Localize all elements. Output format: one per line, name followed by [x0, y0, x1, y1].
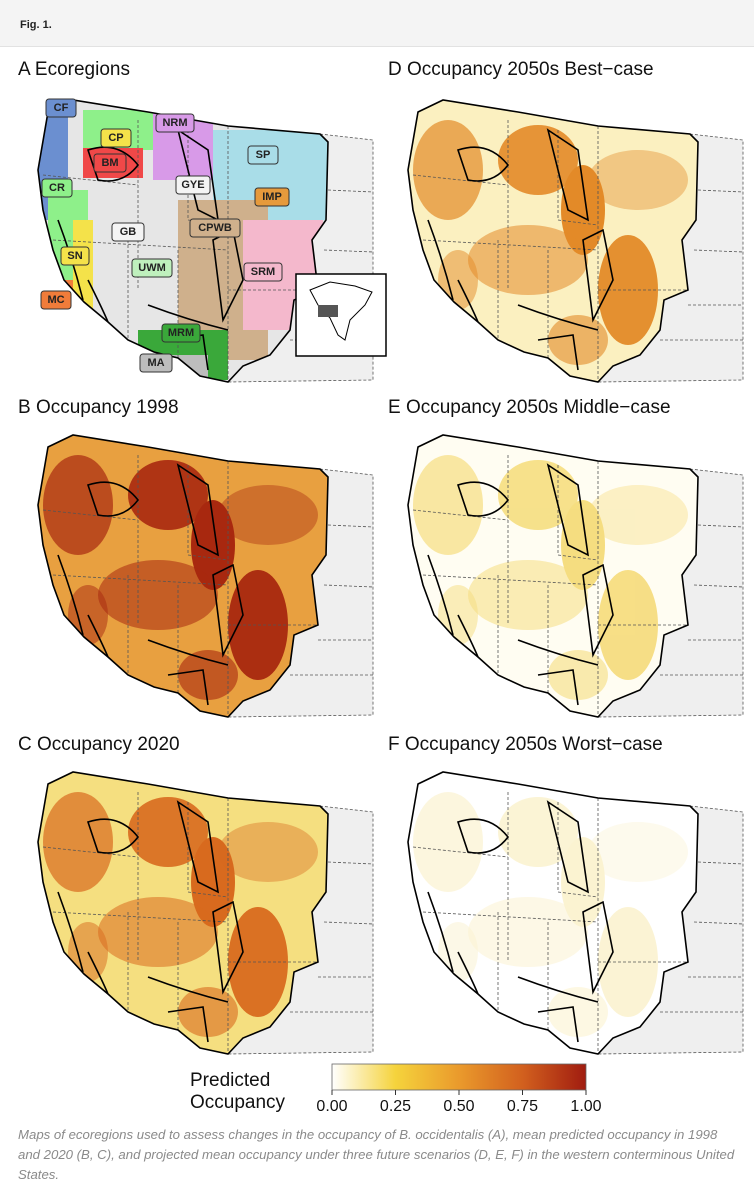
ecoregion-text: CP	[108, 132, 123, 144]
caption: Maps of ecoregions used to assess change…	[18, 1127, 735, 1182]
panel-title: F Occupancy 2050s Worst−case	[388, 734, 663, 755]
panel-title: A Ecoregions	[18, 59, 130, 80]
panel-title: D Occupancy 2050s Best−case	[388, 59, 654, 80]
ecoregion-text: GB	[120, 226, 137, 238]
colorbar-tick-label: 0.25	[380, 1098, 411, 1115]
ecoregion-labels: CF CP NRM BM SP GYE IMP CR GB CPWB SN UW…	[40, 98, 290, 373]
ecoregion-text: NRM	[162, 117, 187, 129]
ecoregion-text: GYE	[181, 179, 204, 191]
ecoregion-label: CR	[41, 178, 73, 198]
panel-title: C Occupancy 2020	[18, 734, 180, 755]
map	[408, 100, 744, 382]
ecoregion-label: CF	[45, 98, 77, 118]
legend-title: Occupancy	[190, 1092, 286, 1113]
ecoregion-label: GB	[111, 222, 145, 242]
ecoregion-text: SRM	[251, 266, 275, 278]
legend-title: Predicted	[190, 1070, 270, 1091]
ecoregion-text: SN	[67, 250, 82, 262]
ecoregion-text: CPWB	[198, 222, 232, 234]
panel-title: B Occupancy 1998	[18, 397, 179, 418]
ecoregion-text: MRM	[168, 327, 194, 339]
ecoregion-label: SN	[60, 246, 90, 266]
colorbar-tick-label: 0.75	[507, 1098, 538, 1115]
figure-label: Fig. 1.	[20, 19, 52, 31]
ecoregion-text: MC	[47, 294, 64, 306]
map	[408, 435, 744, 717]
ecoregion-label: MRM	[161, 323, 201, 343]
ecoregion-label: NRM	[155, 113, 195, 133]
ecoregion-label: SRM	[243, 262, 283, 282]
map	[38, 772, 374, 1054]
ecoregion-text: IMP	[262, 191, 282, 203]
ecoregion-label: BM	[93, 153, 127, 173]
figure: A Ecoregions CF CP	[18, 59, 744, 1115]
ecoregion-text: CR	[49, 182, 65, 194]
colorbar-tick-label: 1.00	[570, 1098, 601, 1115]
colorbar	[331, 1063, 587, 1091]
ecoregion-label: MC	[40, 290, 72, 310]
ecoregion-text: UWM	[138, 262, 166, 274]
map	[38, 435, 374, 717]
ecoregion-label: CP	[100, 128, 132, 148]
ecoregion-label: GYE	[175, 175, 211, 195]
ecoregion-label: UWM	[131, 258, 173, 278]
inset-map	[295, 273, 387, 357]
ecoregion-text: MA	[147, 357, 164, 369]
header-bar: Fig. 1.	[0, 0, 754, 47]
colorbar-tick-label: 0.50	[443, 1098, 474, 1115]
ecoregion-text: BM	[101, 157, 118, 169]
colorbar-ticks: 0.00 0.25 0.50 0.75 1.00	[316, 1090, 602, 1115]
ecoregion-label: CPWB	[189, 218, 241, 238]
colorbar-tick-label: 0.00	[316, 1098, 347, 1115]
map	[408, 772, 744, 1054]
ecoregion-label: MA	[139, 353, 173, 373]
ecoregion-text: SP	[256, 149, 271, 161]
panel-title: E Occupancy 2050s Middle−case	[388, 397, 671, 418]
ecoregion-text: CF	[54, 102, 69, 114]
ecoregion-label: IMP	[254, 187, 290, 207]
ecoregion-label: SP	[247, 145, 279, 165]
